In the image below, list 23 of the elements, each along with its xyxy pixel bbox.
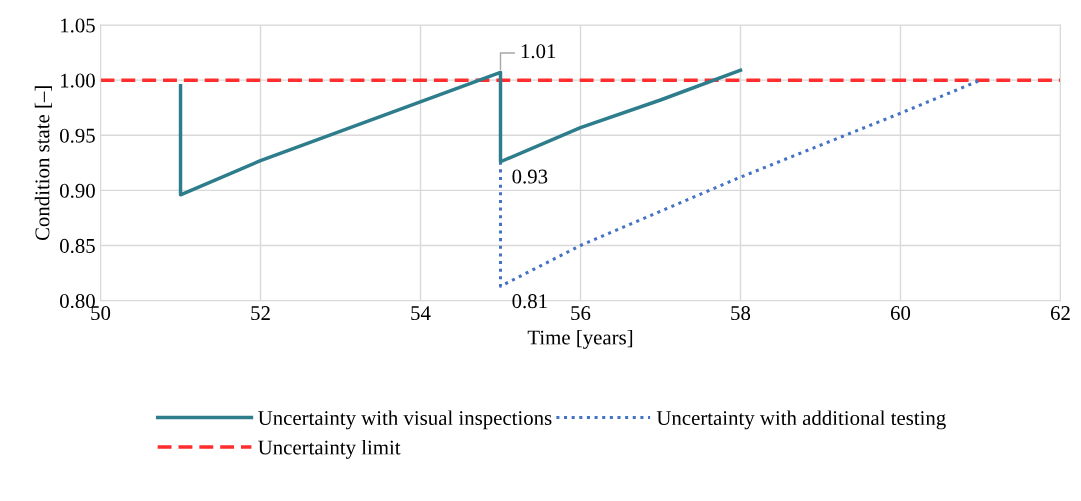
legend-label: Uncertainty limit: [258, 439, 401, 459]
y-tick-label: 0.80: [60, 293, 95, 309]
x-tick-label: 58: [731, 306, 751, 321]
data-label: 0.93: [512, 169, 548, 184]
y-tick-label: 0.95: [60, 128, 95, 143]
x-axis-title: Time [years]: [527, 329, 633, 349]
x-tick-label: 50: [91, 306, 111, 321]
x-tick-label: 60: [890, 306, 911, 321]
y-axis-title: Condition state [–]: [34, 86, 53, 241]
x-tick-label: 62: [1050, 306, 1070, 321]
line-series: [498, 78, 982, 288]
line-series: [178, 68, 743, 197]
legend-label: Uncertainty with additional testing: [656, 410, 946, 430]
x-tick-label: 56: [571, 306, 591, 321]
data-label: 1.01: [521, 44, 556, 59]
legend-label: Uncertainty with visual inspections: [258, 410, 552, 430]
x-tick-label: 54: [411, 306, 431, 321]
data-label: 0.81: [512, 294, 547, 309]
y-tick-label: 0.85: [60, 238, 95, 254]
y-tick-label: 0.90: [60, 183, 95, 198]
x-tick-label: 52: [251, 306, 270, 321]
y-tick-label: 1.05: [61, 18, 95, 33]
y-tick-label: 1.00: [61, 73, 95, 88]
